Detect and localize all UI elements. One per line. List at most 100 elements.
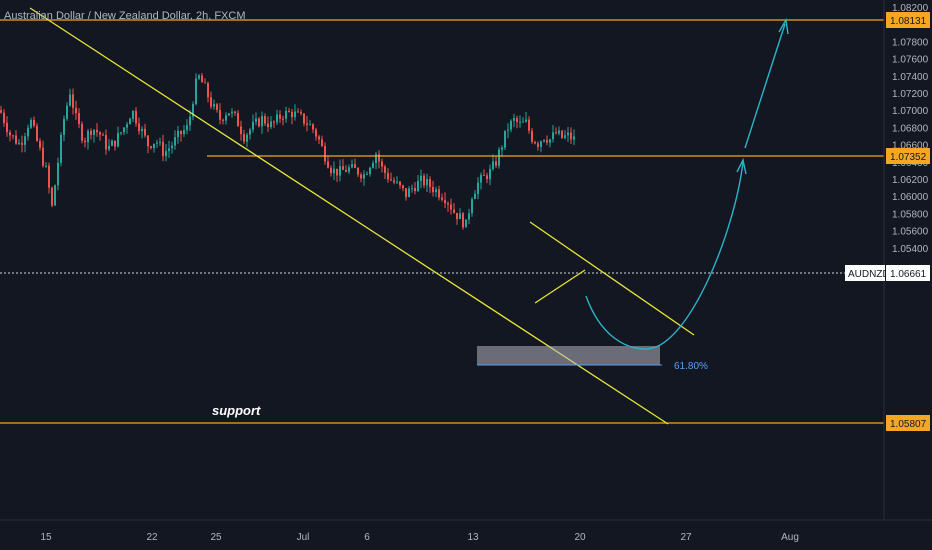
candle-body	[45, 165, 47, 167]
candle-body	[282, 118, 284, 120]
candle-body	[354, 164, 356, 168]
candle-body	[168, 148, 170, 152]
price-tick-label: 1.06000	[892, 192, 929, 203]
price-tick-label: 1.05800	[892, 209, 929, 220]
candle-body	[438, 189, 440, 198]
candle-body	[558, 130, 560, 134]
candle-body	[450, 204, 452, 210]
candle-body	[183, 130, 185, 135]
candle-body	[237, 112, 239, 127]
candle-body	[309, 124, 311, 126]
price-tick-label: 1.07800	[892, 37, 929, 48]
candle-body	[528, 119, 530, 131]
candle-body	[228, 113, 230, 116]
candle-body	[123, 127, 125, 133]
projection-curve[interactable]	[585, 161, 744, 350]
candle-body	[201, 75, 203, 83]
candle-body	[387, 172, 389, 180]
fib-label: 61.80%	[674, 361, 708, 372]
candle-body	[315, 129, 317, 137]
time-axis[interactable]: 15 22 25 Jul 6 13 20 27 Aug	[40, 532, 798, 543]
price-tick-label: 1.07000	[892, 106, 929, 117]
candle-body	[552, 132, 554, 140]
candle-body	[540, 141, 542, 147]
candle-body	[546, 139, 548, 143]
candle-body	[108, 145, 110, 150]
candle-body	[300, 112, 302, 114]
candle-body	[294, 111, 296, 118]
candle-body	[381, 161, 383, 167]
candle-body	[36, 125, 38, 141]
candle-body	[489, 169, 491, 180]
candle-body	[135, 110, 137, 124]
candle-body	[171, 145, 173, 149]
projection-arrow-upper[interactable]	[744, 23, 786, 149]
pennant-lower[interactable]	[534, 269, 586, 304]
candle-body	[9, 132, 11, 136]
candle-body	[492, 161, 494, 170]
candle-body	[417, 180, 419, 192]
candle-body	[333, 168, 335, 174]
candle-body	[51, 187, 53, 206]
candle-body	[429, 179, 431, 187]
time-tick-label: Aug	[781, 532, 799, 543]
candle-body	[114, 140, 116, 147]
candle-body	[243, 134, 245, 142]
candle-body	[372, 163, 374, 168]
price-axis[interactable]: 1.082001.080001.078001.076001.074001.072…	[892, 3, 929, 255]
channel-upper[interactable]	[529, 221, 695, 336]
candle-body	[510, 120, 512, 130]
candle-body	[453, 209, 455, 213]
candle-body	[324, 146, 326, 162]
candle-body	[267, 123, 269, 128]
candle-body	[273, 121, 275, 123]
candle-body	[516, 118, 518, 122]
candle-body	[570, 132, 572, 140]
candle-body	[501, 147, 503, 150]
time-tick-label: Jul	[297, 532, 310, 543]
candle-body	[132, 110, 134, 119]
candle-body	[477, 182, 479, 194]
candle-body	[402, 185, 404, 189]
price-tick-label: 1.05400	[892, 244, 929, 255]
candle-body	[15, 135, 17, 144]
candle-body	[144, 128, 146, 136]
candle-body	[504, 130, 506, 148]
candle-body	[483, 174, 485, 176]
candle-body	[216, 104, 218, 110]
fib-zone-box[interactable]	[477, 346, 660, 365]
candle-body	[525, 119, 527, 122]
candle-body	[255, 118, 257, 122]
candle-body	[456, 212, 458, 220]
candle-body	[159, 141, 161, 143]
candle-body	[513, 118, 515, 121]
candle-body	[30, 119, 32, 128]
candle-body	[312, 124, 314, 130]
candle-body	[174, 137, 176, 146]
candle-body	[468, 213, 470, 220]
price-tag-support: 1.05807	[886, 415, 930, 431]
candle-body	[180, 130, 182, 135]
candle-body	[99, 132, 101, 135]
candle-body	[390, 179, 392, 181]
candle-body	[399, 181, 401, 186]
time-tick-label: 27	[680, 532, 692, 543]
candle-body	[153, 143, 155, 149]
candle-body	[444, 199, 446, 204]
current-price-tag-text: 1.06661	[890, 269, 927, 280]
candle-body	[69, 94, 71, 106]
candle-body	[534, 141, 536, 144]
candle-body	[126, 124, 128, 128]
candle-body	[480, 174, 482, 183]
candle-body	[405, 188, 407, 198]
candle-body	[84, 140, 86, 143]
candle-body	[165, 151, 167, 157]
candle-body	[207, 83, 209, 98]
candle-body	[234, 111, 236, 113]
candle-body	[246, 134, 248, 142]
candle-body	[156, 142, 158, 144]
candle-body	[198, 75, 200, 79]
candle-body	[555, 132, 557, 134]
candle-body	[96, 129, 98, 133]
